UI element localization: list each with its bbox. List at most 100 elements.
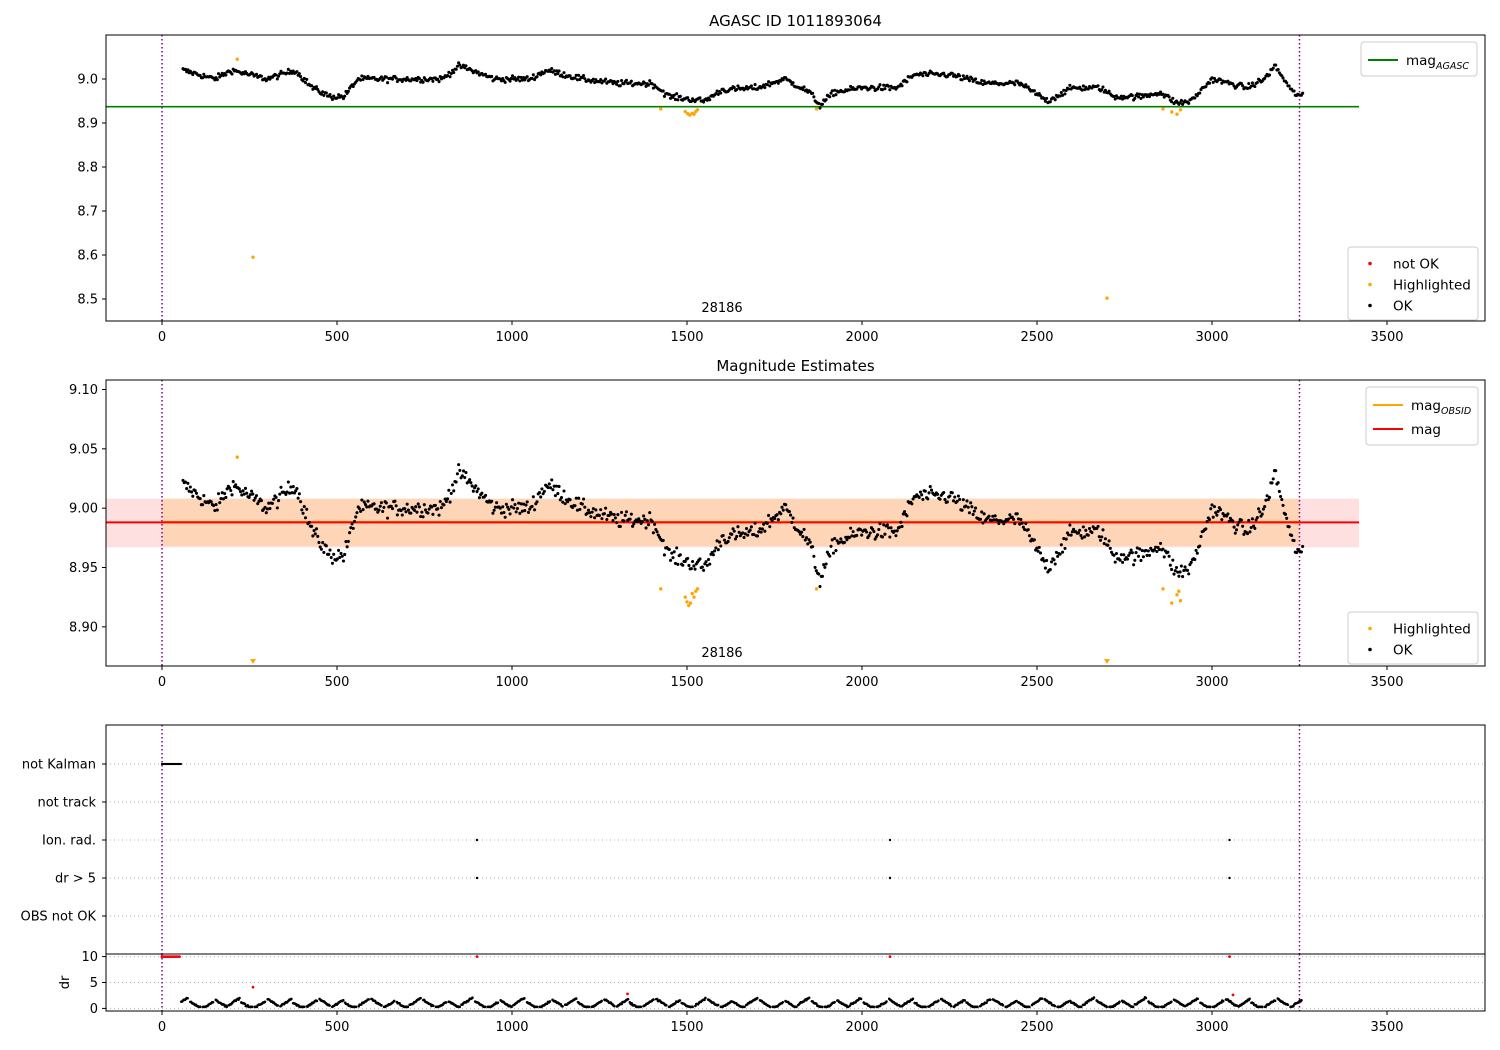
ok-point	[513, 502, 517, 507]
ok-point	[902, 510, 907, 514]
ok-point	[714, 92, 718, 96]
ok-point	[501, 505, 505, 509]
ok-point	[279, 485, 283, 489]
ok-point	[290, 71, 294, 75]
ok-point	[1118, 558, 1122, 562]
dr-point	[354, 1005, 358, 1009]
ok-point	[1193, 96, 1197, 100]
ok-point	[673, 97, 677, 102]
ok-point	[1061, 93, 1065, 97]
ok-point	[678, 553, 682, 557]
ok-point	[936, 492, 940, 496]
ok-point	[1013, 522, 1017, 526]
flag-point	[1228, 838, 1231, 842]
dr-point	[302, 1005, 306, 1009]
ok-point	[662, 94, 666, 98]
ok-point	[1253, 84, 1257, 89]
ok-point	[672, 550, 676, 554]
ok-point	[602, 512, 606, 516]
ok-point	[1101, 528, 1105, 532]
ok-point	[264, 511, 268, 515]
ok-point	[503, 80, 507, 84]
ok-point	[542, 489, 546, 493]
ok-point	[746, 533, 750, 537]
ok-point	[239, 490, 243, 494]
ok-point	[537, 491, 542, 495]
ok-point	[878, 83, 882, 87]
ok-point	[247, 495, 251, 499]
ok-point	[218, 501, 222, 505]
ok-point	[449, 491, 453, 495]
ok-point	[437, 513, 441, 517]
ok-point	[209, 500, 213, 504]
y-tick-label: 8.6	[77, 249, 98, 264]
ok-point	[719, 91, 723, 95]
dr-point	[630, 1002, 633, 1005]
ok-point	[539, 495, 543, 499]
ok-point	[961, 498, 965, 502]
ok-point	[541, 492, 545, 496]
ok-point	[275, 506, 279, 510]
ok-point	[791, 81, 795, 85]
ok-point	[259, 499, 263, 503]
ok-point	[671, 556, 675, 560]
agasc-panel: AGASC ID 1011893064 28186 0 500 1000 1500 2000…	[77, 12, 1486, 345]
ok-point	[1211, 515, 1215, 519]
ok-point	[393, 499, 397, 503]
ok-point	[643, 81, 647, 85]
ok-point	[616, 79, 620, 83]
ok-point	[887, 526, 891, 530]
ok-point	[288, 491, 292, 495]
ok-point	[555, 484, 559, 488]
legend-label: OK	[1393, 299, 1414, 315]
ok-point	[628, 517, 632, 521]
ok-point	[1020, 521, 1024, 525]
ok-point	[831, 94, 836, 98]
dr-point	[655, 997, 659, 1001]
ok-point	[556, 492, 560, 496]
ok-point	[613, 516, 617, 520]
ok-point	[438, 74, 442, 79]
ok-point	[382, 505, 386, 509]
y-tick-label: 9.05	[69, 442, 98, 457]
dr-point	[898, 1004, 902, 1008]
ok-point	[583, 77, 587, 81]
ok-point	[450, 483, 455, 487]
ok-point	[1176, 570, 1180, 574]
ok-point	[1234, 528, 1239, 532]
ok-point	[1038, 551, 1043, 555]
ok-point	[996, 518, 1000, 522]
flags-panel: not Kalman not track Ion. rad. dr > 5 OBS no…	[21, 724, 1486, 955]
ok-point	[234, 483, 238, 487]
ok-point	[661, 89, 665, 93]
ok-point	[1263, 76, 1267, 80]
ok-point	[828, 554, 832, 558]
y-tick-label: 9.00	[69, 502, 98, 517]
ok-point	[732, 529, 736, 533]
ok-point	[1012, 517, 1016, 521]
ok-point	[887, 84, 891, 88]
x-tick-label: 2000	[845, 675, 878, 690]
ok-point	[535, 75, 539, 79]
ok-point	[702, 568, 706, 572]
ok-point	[675, 546, 679, 550]
ok-point	[948, 494, 952, 498]
x-tick-label: 500	[325, 675, 350, 690]
ok-point	[1159, 541, 1163, 545]
ok-point	[186, 481, 190, 485]
plot-area	[106, 35, 1359, 321]
highlighted-point	[1161, 587, 1165, 591]
ok-point	[1130, 93, 1134, 98]
dr-point	[833, 1000, 836, 1004]
ok-point	[464, 470, 468, 475]
ok-point	[1183, 565, 1187, 569]
ok-point	[687, 563, 691, 568]
highlighted-point	[814, 107, 819, 111]
ok-point	[929, 488, 934, 492]
offscale-marker	[250, 659, 256, 664]
ok-point	[991, 514, 995, 518]
ok-point	[920, 493, 924, 497]
ok-point	[361, 77, 365, 82]
ok-point	[513, 76, 517, 80]
ok-point	[566, 500, 570, 504]
